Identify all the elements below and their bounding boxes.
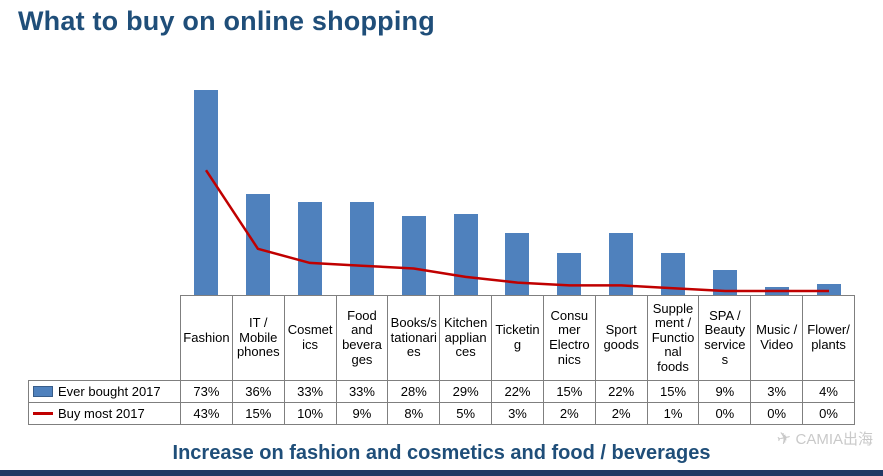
- legend-label-buy-most: Buy most 2017: [58, 406, 145, 421]
- value-cell: 8%: [387, 402, 441, 425]
- value-cell: 9%: [335, 402, 389, 425]
- bar: [297, 202, 322, 295]
- legend-entry: Buy most 2017: [33, 406, 178, 421]
- category-header: Kitchen appliances: [439, 295, 493, 381]
- value-cell: 3%: [491, 402, 544, 425]
- bar-column: [284, 60, 336, 295]
- bar: [557, 253, 582, 295]
- watermark-text: CAMIA出海: [795, 431, 873, 448]
- category-header: Cosmetics: [283, 295, 337, 381]
- page-title: What to buy on online shopping: [18, 6, 435, 36]
- value-cell: 9%: [698, 380, 752, 403]
- value-cell: 3%: [750, 380, 804, 403]
- category-header-row: Fashion IT / Mobile phones Cosmetics Food a…: [28, 295, 855, 381]
- value-cell: 5%: [439, 402, 493, 425]
- bar-column: [232, 60, 284, 295]
- ever-bought-row: Ever bought 2017 73% 36% 33% 33% 28% 29% 22% 15…: [28, 380, 855, 403]
- chart-plot-area: [180, 60, 855, 295]
- category-header: Food and beverages: [335, 295, 389, 381]
- category-header: Consumer Electronics: [542, 295, 596, 381]
- bar-column: [388, 60, 440, 295]
- value-cell: 29%: [439, 380, 493, 403]
- value-cell: 2%: [594, 402, 648, 425]
- value-cell: 33%: [335, 380, 389, 403]
- value-cell: 73%: [180, 380, 233, 403]
- value-cell: 1%: [646, 402, 700, 425]
- watermark: ✈ CAMIA出海: [775, 427, 873, 450]
- corner-cell: [28, 295, 181, 381]
- category-header: Music / Video: [750, 295, 804, 381]
- data-table: Fashion IT / Mobile phones Cosmetics Food a…: [28, 295, 855, 425]
- line-path: [204, 169, 829, 293]
- bar-column: [803, 60, 855, 295]
- line-legend-swatch-icon: [33, 412, 53, 415]
- bar-column: [180, 60, 232, 295]
- bottom-accent-bar: [0, 470, 883, 476]
- category-header: Ticketing: [491, 295, 544, 381]
- category-header: Flower/plants: [802, 295, 855, 381]
- bar: [505, 233, 530, 295]
- bar: [245, 194, 270, 295]
- value-cell: 0%: [698, 402, 752, 425]
- value-cell: 15%: [231, 402, 285, 425]
- category-header: IT / Mobile phones: [231, 295, 285, 381]
- value-cell: 28%: [387, 380, 441, 403]
- value-cell: 0%: [750, 402, 804, 425]
- bar-column: [492, 60, 544, 295]
- caption: Increase on fashion and cosmetics and fo…: [172, 442, 711, 464]
- category-header: Fashion: [180, 295, 233, 381]
- legend-cell-buy-most: Buy most 2017: [28, 402, 181, 425]
- bar-legend-swatch-icon: [33, 386, 53, 397]
- value-cell: 22%: [491, 380, 544, 403]
- bar: [453, 214, 478, 295]
- category-header: Supplement / Functional foods: [646, 295, 700, 381]
- bar: [193, 90, 218, 295]
- legend-label-ever-bought: Ever bought 2017: [58, 384, 161, 399]
- legend-entry: Ever bought 2017: [33, 384, 178, 399]
- bar: [349, 202, 374, 295]
- value-cell: 0%: [802, 402, 855, 425]
- value-cell: 10%: [283, 402, 337, 425]
- bar: [817, 284, 842, 295]
- value-cell: 2%: [542, 402, 596, 425]
- buy-most-row: Buy most 2017 43% 15% 10% 9% 8% 5% 3% 2% 2% 1% 0% 0…: [28, 402, 855, 425]
- value-cell: 15%: [542, 380, 596, 403]
- legend-cell-ever-bought: Ever bought 2017: [28, 380, 181, 403]
- value-cell: 15%: [646, 380, 700, 403]
- value-cell: 22%: [594, 380, 648, 403]
- bar: [401, 216, 426, 295]
- value-cell: 33%: [283, 380, 337, 403]
- paper-plane-icon: ✈: [775, 427, 794, 450]
- line-series: [204, 169, 829, 293]
- bar-column: [543, 60, 595, 295]
- value-cell: 4%: [802, 380, 855, 403]
- category-header: SPA / Beauty services: [698, 295, 752, 381]
- value-cell: 36%: [231, 380, 285, 403]
- category-header: Sport goods: [594, 295, 648, 381]
- bar-series: [180, 60, 855, 295]
- value-cell: 43%: [180, 402, 233, 425]
- category-header: Books/stationaries: [387, 295, 441, 381]
- bar-column: [336, 60, 388, 295]
- bar-column: [440, 60, 492, 295]
